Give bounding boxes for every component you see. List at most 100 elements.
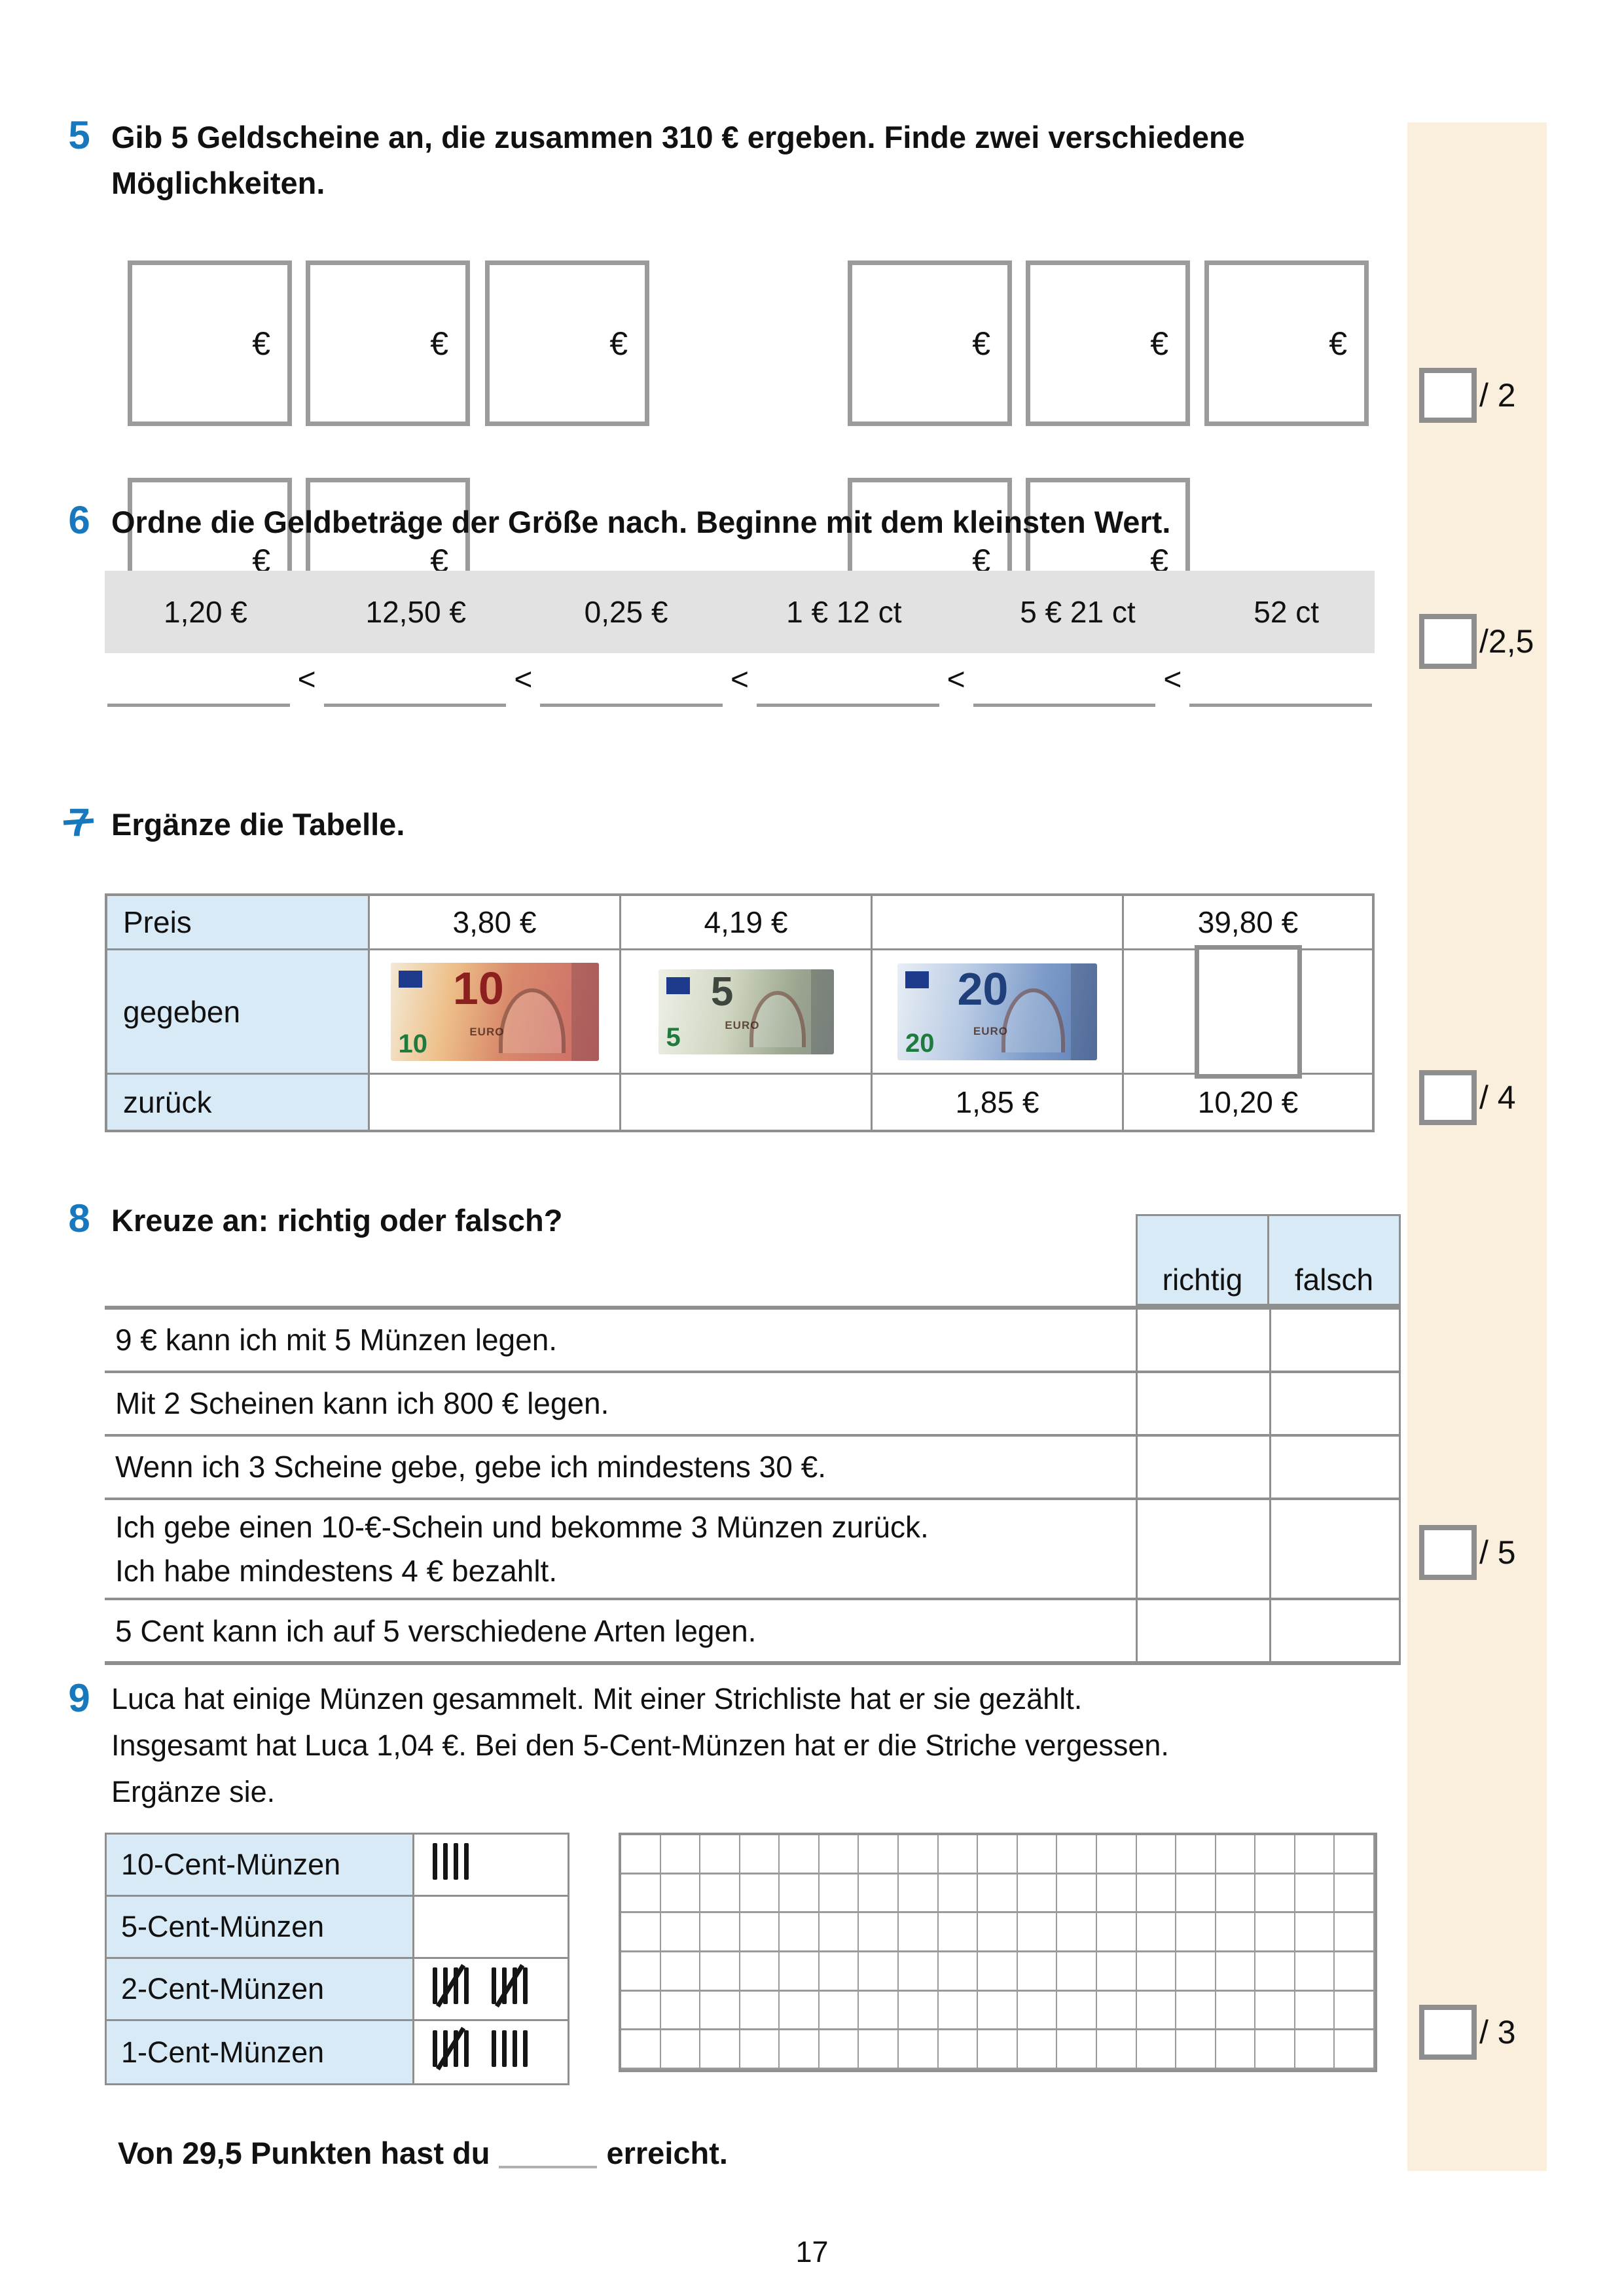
- grid-cell[interactable]: [1096, 1952, 1137, 1992]
- grid-cell[interactable]: [1057, 2030, 1097, 2070]
- grid-cell[interactable]: [819, 1874, 859, 1914]
- grid-cell[interactable]: [978, 1835, 1018, 1874]
- grid-cell[interactable]: [1057, 1913, 1097, 1952]
- grid-cell[interactable]: [1335, 1874, 1375, 1914]
- grid-cell[interactable]: [1096, 1835, 1137, 1874]
- grid-cell[interactable]: [1295, 1952, 1335, 1992]
- grid-cell[interactable]: [700, 1835, 740, 1874]
- banknote-input-box[interactable]: €: [306, 260, 470, 426]
- grid-cell[interactable]: [740, 1952, 780, 1992]
- grid-cell[interactable]: [1255, 1874, 1295, 1914]
- grid-cell[interactable]: [819, 1991, 859, 2031]
- banknote-input-box[interactable]: €: [128, 260, 292, 426]
- grid-cell[interactable]: [1136, 1835, 1177, 1874]
- checkbox-richtig[interactable]: [1136, 1500, 1269, 1598]
- banknote-input-box[interactable]: €: [1204, 260, 1369, 426]
- grid-cell[interactable]: [859, 1835, 899, 1874]
- grid-cell[interactable]: [899, 1835, 939, 1874]
- back-cell-empty[interactable]: [621, 1075, 873, 1130]
- grid-cell[interactable]: [1176, 1874, 1216, 1914]
- grid-cell[interactable]: [1295, 2030, 1335, 2070]
- checkbox-falsch[interactable]: [1269, 1373, 1401, 1434]
- grid-cell[interactable]: [1017, 1913, 1058, 1952]
- grid-cell[interactable]: [780, 1952, 820, 1992]
- back-cell-empty[interactable]: [370, 1075, 621, 1130]
- points-blank[interactable]: [499, 2142, 598, 2168]
- grid-cell[interactable]: [780, 1913, 820, 1952]
- grid-cell[interactable]: [1216, 1952, 1256, 1992]
- grid-cell[interactable]: [819, 1952, 859, 1992]
- given-input-box[interactable]: [1194, 944, 1302, 1079]
- grid-cell[interactable]: [1176, 1835, 1216, 1874]
- grid-cell[interactable]: [1255, 1991, 1295, 2031]
- checkbox-richtig[interactable]: [1136, 1310, 1269, 1371]
- grid-cell[interactable]: [1335, 2030, 1375, 2070]
- checkbox-falsch[interactable]: [1269, 1310, 1401, 1371]
- grid-cell[interactable]: [700, 1913, 740, 1952]
- grid-cell[interactable]: [780, 2030, 820, 2070]
- grid-cell[interactable]: [978, 1874, 1018, 1914]
- grid-cell[interactable]: [899, 1874, 939, 1914]
- grid-cell[interactable]: [1096, 1874, 1137, 1914]
- grid-cell[interactable]: [1255, 1835, 1295, 1874]
- grid-cell[interactable]: [1295, 1991, 1335, 2031]
- grid-cell[interactable]: [938, 1952, 979, 1992]
- grid-cell[interactable]: [1017, 1835, 1058, 1874]
- grid-cell[interactable]: [1057, 1835, 1097, 1874]
- grid-cell[interactable]: [978, 2030, 1018, 2070]
- grid-cell[interactable]: [859, 1874, 899, 1914]
- working-grid[interactable]: [619, 1833, 1377, 2072]
- grid-cell[interactable]: [1295, 1835, 1335, 1874]
- grid-cell[interactable]: [1335, 1835, 1375, 1874]
- grid-cell[interactable]: [938, 1991, 979, 2031]
- grid-cell[interactable]: [740, 1835, 780, 1874]
- grid-cell[interactable]: [899, 2030, 939, 2070]
- checkbox-falsch[interactable]: [1269, 1600, 1401, 1662]
- grid-cell[interactable]: [1136, 1874, 1177, 1914]
- grid-cell[interactable]: [859, 1991, 899, 2031]
- grid-cell[interactable]: [660, 1835, 701, 1874]
- grid-cell[interactable]: [700, 2030, 740, 2070]
- score-box[interactable]: [1419, 1525, 1477, 1580]
- grid-cell[interactable]: [1057, 1952, 1097, 1992]
- grid-cell[interactable]: [740, 1874, 780, 1914]
- grid-cell[interactable]: [899, 1952, 939, 1992]
- grid-cell[interactable]: [859, 1913, 899, 1952]
- grid-cell[interactable]: [899, 1913, 939, 1952]
- grid-cell[interactable]: [819, 1913, 859, 1952]
- grid-cell[interactable]: [1136, 1991, 1177, 2031]
- grid-cell[interactable]: [740, 2030, 780, 2070]
- price-cell-empty[interactable]: [873, 896, 1124, 950]
- grid-cell[interactable]: [621, 1991, 661, 2031]
- grid-cell[interactable]: [660, 1952, 701, 1992]
- grid-cell[interactable]: [1017, 1874, 1058, 1914]
- grid-cell[interactable]: [1216, 1835, 1256, 1874]
- order-blank[interactable]: [1189, 681, 1372, 707]
- checkbox-richtig[interactable]: [1136, 1373, 1269, 1434]
- banknote-input-box[interactable]: €: [485, 260, 649, 426]
- grid-cell[interactable]: [1017, 1991, 1058, 2031]
- grid-cell[interactable]: [1255, 1913, 1295, 1952]
- grid-cell[interactable]: [819, 2030, 859, 2070]
- grid-cell[interactable]: [1017, 1952, 1058, 1992]
- grid-cell[interactable]: [1216, 1913, 1256, 1952]
- grid-cell[interactable]: [700, 1991, 740, 2031]
- grid-cell[interactable]: [780, 1874, 820, 1914]
- grid-cell[interactable]: [978, 1952, 1018, 1992]
- grid-cell[interactable]: [1295, 1874, 1335, 1914]
- grid-cell[interactable]: [660, 1874, 701, 1914]
- grid-cell[interactable]: [1096, 2030, 1137, 2070]
- checkbox-richtig[interactable]: [1136, 1600, 1269, 1662]
- grid-cell[interactable]: [740, 1991, 780, 2031]
- score-box[interactable]: [1419, 1070, 1477, 1125]
- grid-cell[interactable]: [1136, 2030, 1177, 2070]
- order-blank[interactable]: [540, 681, 723, 707]
- grid-cell[interactable]: [1295, 1913, 1335, 1952]
- grid-cell[interactable]: [1176, 1952, 1216, 1992]
- grid-cell[interactable]: [621, 1952, 661, 1992]
- grid-cell[interactable]: [978, 1991, 1018, 2031]
- grid-cell[interactable]: [1017, 2030, 1058, 2070]
- score-box[interactable]: [1419, 614, 1477, 669]
- grid-cell[interactable]: [1057, 1874, 1097, 1914]
- grid-cell[interactable]: [1136, 1952, 1177, 1992]
